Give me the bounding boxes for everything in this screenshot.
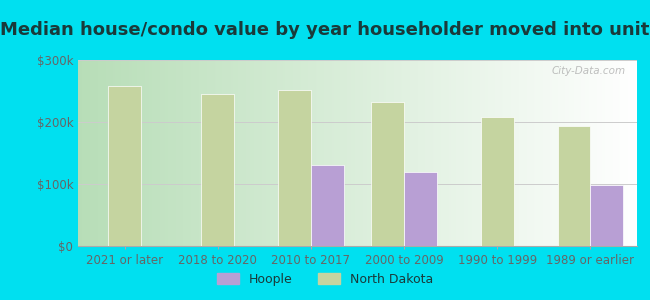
Bar [278, 90, 311, 246]
Bar [558, 126, 590, 246]
Bar [404, 172, 437, 246]
Bar [372, 102, 404, 246]
Text: City-Data.com: City-Data.com [552, 66, 626, 76]
Text: Median house/condo value by year householder moved into unit: Median house/condo value by year househo… [0, 21, 650, 39]
Bar [109, 86, 141, 246]
Bar [590, 185, 623, 246]
Bar [311, 165, 343, 246]
Bar [481, 117, 514, 246]
Bar [202, 94, 234, 246]
Legend: Hoople, North Dakota: Hoople, North Dakota [211, 268, 439, 291]
